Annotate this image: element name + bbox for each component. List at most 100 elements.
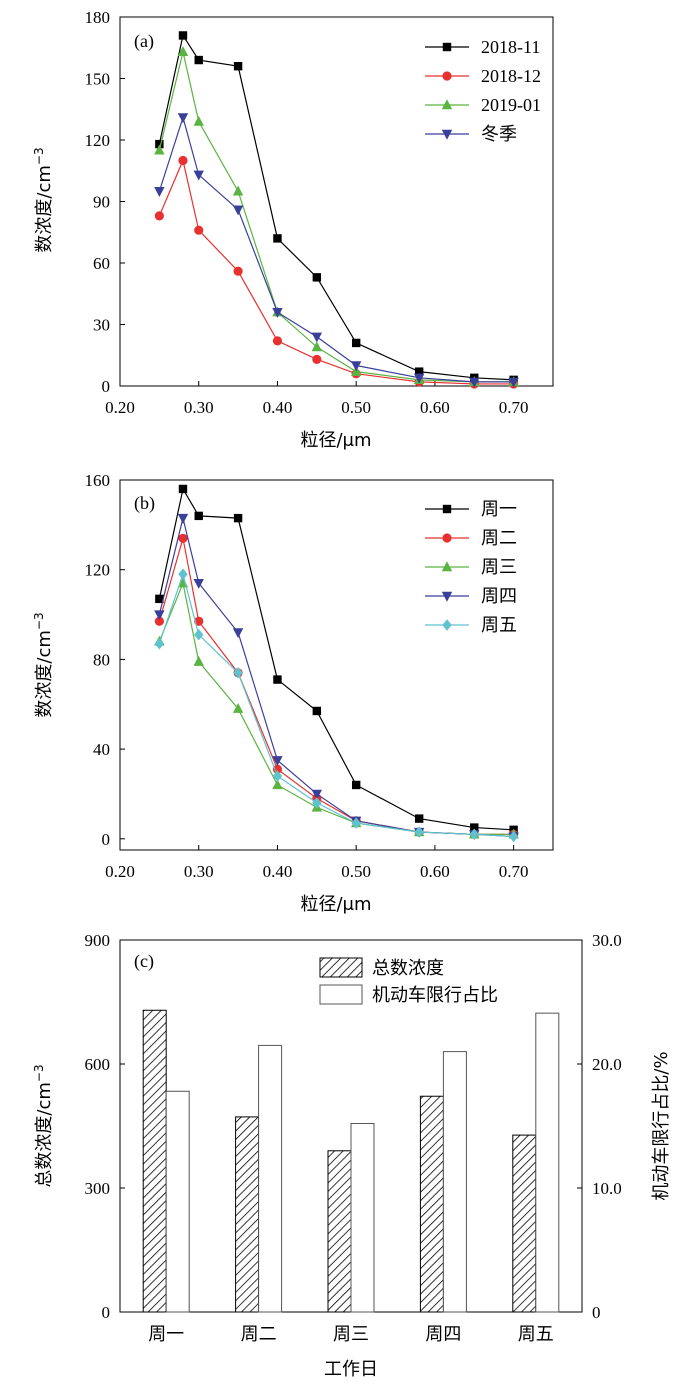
bar-total-concentration bbox=[327, 1150, 352, 1313]
data-point bbox=[193, 115, 204, 126]
data-point bbox=[233, 667, 243, 679]
x-tick-label: 0.20 bbox=[105, 398, 135, 417]
legend-label: 冬季 bbox=[481, 124, 517, 145]
data-point bbox=[232, 185, 244, 196]
legend-marker bbox=[441, 99, 453, 110]
y-tick-label: 0 bbox=[102, 830, 111, 849]
x-tick-label: 0.70 bbox=[499, 862, 529, 881]
data-point bbox=[232, 703, 244, 713]
panel-b-y-axis: 0 40 80 120 160 bbox=[85, 471, 125, 849]
y2-tick-label: 30.0 bbox=[592, 931, 622, 950]
data-point bbox=[154, 211, 164, 221]
data-point bbox=[351, 338, 361, 348]
legend-swatch bbox=[319, 957, 363, 978]
y-tick-label: 0 bbox=[102, 377, 111, 396]
x-tick-label: 0.50 bbox=[341, 398, 371, 417]
data-point bbox=[194, 629, 204, 641]
y-tick-label: 0 bbox=[102, 1303, 111, 1322]
x-tick-label: 0.70 bbox=[499, 398, 529, 417]
y-tick-label: 150 bbox=[85, 70, 111, 89]
y-tick-label: 90 bbox=[93, 193, 110, 212]
data-point bbox=[177, 513, 189, 524]
panel-a-x-axis-title: 粒径/μm bbox=[300, 430, 371, 451]
data-point bbox=[311, 341, 323, 352]
series-line bbox=[158, 158, 514, 385]
panel-a-y-axis-title: 数浓度/cm−3 bbox=[32, 147, 55, 252]
x-tick-label: 0.60 bbox=[420, 862, 450, 881]
series-2 bbox=[154, 155, 519, 389]
panel-c-bars bbox=[142, 1009, 560, 1313]
data-point bbox=[177, 113, 189, 124]
data-point bbox=[508, 830, 519, 843]
x-tick-label: 0.30 bbox=[184, 398, 214, 417]
legend-marker bbox=[442, 42, 452, 52]
bar-restriction-ratio bbox=[350, 1123, 375, 1313]
data-point bbox=[312, 797, 322, 809]
data-point bbox=[272, 756, 283, 767]
data-point bbox=[508, 377, 519, 388]
y-tick-label: 120 bbox=[85, 131, 111, 150]
series-line bbox=[158, 487, 514, 831]
y2-tick-label: 10.0 bbox=[592, 1179, 622, 1198]
series-1 bbox=[155, 31, 518, 385]
panel-b-y-axis-title: 数浓度/cm−3 bbox=[32, 612, 55, 717]
bar-total-concentration bbox=[419, 1095, 444, 1313]
y-tick-label: 160 bbox=[85, 471, 111, 490]
data-point bbox=[154, 187, 165, 197]
series-3 bbox=[154, 577, 519, 839]
x-tick-label: 0.20 bbox=[105, 862, 135, 881]
series-5 bbox=[154, 568, 519, 843]
data-point bbox=[414, 826, 424, 838]
y2-tick-label: 20.0 bbox=[592, 1055, 622, 1074]
data-point bbox=[193, 578, 204, 589]
panel-c-x-axis: 周一 周二 周三 周四 周五 bbox=[148, 1307, 554, 1345]
legend-marker bbox=[442, 71, 452, 81]
bar-total-concentration bbox=[142, 1009, 167, 1313]
panel-c-y-axis-left: 0 300 600 900 bbox=[85, 931, 125, 1322]
legend-label: 2019-01 bbox=[481, 95, 541, 115]
x-tick-label: 周三 bbox=[333, 1324, 369, 1345]
data-point bbox=[470, 823, 479, 832]
data-point bbox=[155, 594, 164, 604]
panel-b-series bbox=[154, 484, 519, 843]
legend-swatch bbox=[319, 984, 363, 1005]
y-tick-label: 60 bbox=[93, 254, 110, 273]
legend-marker bbox=[442, 504, 452, 514]
series-4 bbox=[154, 113, 519, 388]
panel-b-line-chart: (b) 0 40 80 120 160 0.20 0.30 0.40 0.50 0.60 0.70… bbox=[32, 471, 554, 915]
y-tick-label: 120 bbox=[85, 561, 111, 580]
data-point bbox=[193, 655, 204, 666]
panel-c-y-axis-right: 0 10.0 20.0 30.0 bbox=[577, 931, 622, 1322]
panel-b-label: (b) bbox=[134, 493, 155, 514]
legend-label: 总数浓度 bbox=[372, 958, 444, 979]
data-point bbox=[351, 817, 361, 829]
panel-a-line-chart: (a) 0 30 60 90 120 150 180 0.20 0.30 0.40 0.50 0.6… bbox=[32, 8, 554, 451]
data-point bbox=[232, 205, 244, 216]
data-point bbox=[155, 139, 164, 149]
data-point bbox=[351, 780, 361, 790]
data-point bbox=[194, 55, 203, 65]
legend-marker bbox=[442, 619, 452, 631]
panel-c-x-axis-title: 工作日 bbox=[324, 1359, 378, 1380]
legend-marker bbox=[441, 561, 453, 572]
panel-b-x-axis-title: 粒径/μm bbox=[300, 894, 371, 915]
series-line bbox=[158, 51, 514, 383]
data-point bbox=[178, 533, 188, 543]
data-point bbox=[154, 144, 165, 155]
legend-marker bbox=[442, 533, 452, 543]
panel-a-series bbox=[154, 31, 519, 389]
y2-tick-label: 0 bbox=[592, 1303, 601, 1322]
bar-restriction-ratio bbox=[535, 1012, 560, 1313]
data-point bbox=[469, 828, 479, 841]
data-point bbox=[469, 377, 480, 388]
data-point bbox=[177, 46, 189, 57]
data-point bbox=[311, 789, 323, 800]
panel-c-y2-axis-title: 机动车限行占比/% bbox=[651, 1051, 672, 1200]
series-line bbox=[158, 572, 514, 838]
panel-a-label: (a) bbox=[134, 31, 154, 52]
bar-total-concentration bbox=[512, 1134, 537, 1313]
legend-label: 周一 bbox=[481, 499, 517, 520]
